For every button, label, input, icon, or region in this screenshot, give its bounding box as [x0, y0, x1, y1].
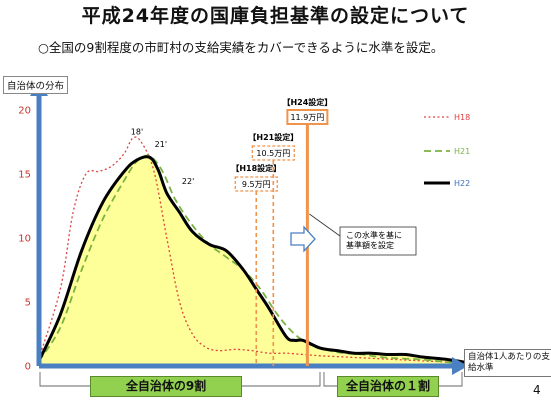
band-10-percent: 全自治体の１割	[337, 376, 439, 397]
threshold-box-3	[286, 109, 329, 125]
page-subtitle: ○全国の9割程度の市町村の支給実績をカバーできるように水準を設定。	[38, 40, 444, 55]
x-axis-label: 自治体1人あたりの支給水準	[464, 349, 551, 377]
threshold-value-3: 11.9万円	[290, 113, 324, 122]
y-tick-label: 15	[18, 170, 31, 181]
threshold-value-2: 10.5万円	[256, 149, 290, 158]
legend-label-h21: H21	[454, 147, 470, 156]
y-tick-label: 0	[25, 362, 31, 373]
callout-pointer	[309, 213, 341, 237]
curve-label: 18'	[131, 127, 143, 136]
threshold-box-1	[234, 176, 278, 192]
curve-label: 21'	[155, 140, 167, 149]
callout-text-line: 基準額を設定	[346, 240, 394, 250]
pointer-arrow-icon	[290, 225, 316, 253]
series-line-h18	[38, 136, 466, 365]
area-fill-h22	[39, 156, 465, 366]
y-tick-label: 20	[18, 106, 31, 117]
legend-label-h22: H22	[454, 179, 470, 188]
page-number: 4	[533, 383, 541, 397]
legend-label-h18: H18	[454, 113, 470, 122]
x-axis-arrowhead	[452, 357, 468, 375]
curve-label: 22'	[182, 177, 194, 186]
band-90-percent: 全自治体の9割	[90, 376, 242, 397]
threshold-label-1: 【H18設定】	[231, 163, 281, 173]
callout-box	[339, 226, 417, 256]
y-axis-label: 自治体の分布	[3, 76, 69, 94]
series-line-h22	[37, 155, 466, 364]
page-title: 平成24年度の国庫負担基準の設定について	[81, 5, 470, 27]
threshold-box-2	[251, 145, 295, 161]
callout-text-line: この水準を基に	[346, 230, 402, 240]
threshold-label-2: 【H21設定】	[248, 132, 298, 142]
y-tick-label: 10	[18, 234, 31, 245]
threshold-value-1: 9.5万円	[242, 180, 271, 189]
threshold-label-3: 【H24設定】	[282, 97, 332, 107]
y-tick-label: 5	[25, 298, 31, 309]
